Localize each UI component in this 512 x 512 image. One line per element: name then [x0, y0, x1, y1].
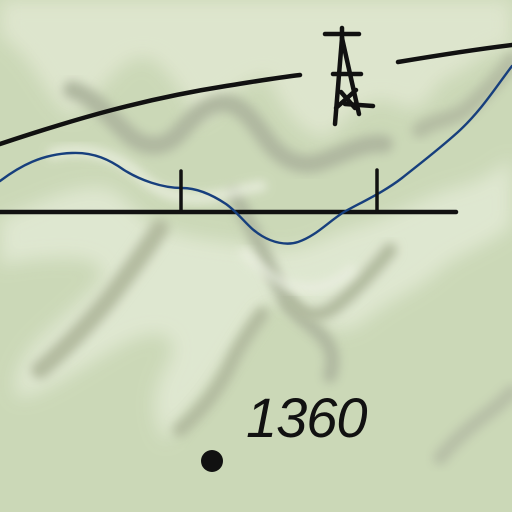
transmission-tower-icon	[322, 25, 376, 127]
hillshade-relief	[0, 0, 512, 465]
bridge-icon	[179, 168, 379, 214]
stream-line	[0, 64, 512, 245]
power-line	[0, 72, 303, 147]
spot-height-dot	[201, 450, 223, 472]
power-line-segment	[395, 42, 512, 65]
spot-height-label: 1360	[246, 386, 368, 449]
